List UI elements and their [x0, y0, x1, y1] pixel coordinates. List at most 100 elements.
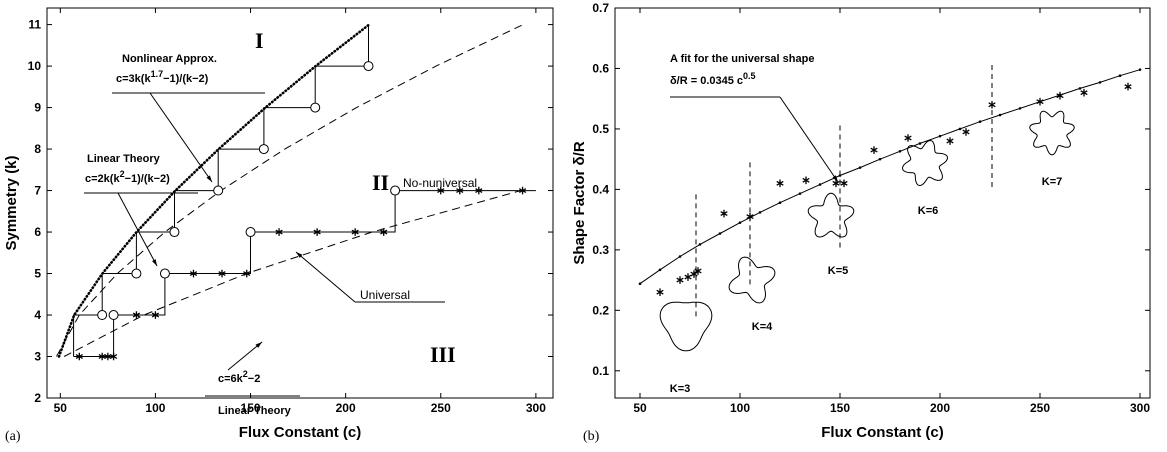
series-line — [639, 69, 1141, 285]
dot-marker — [678, 255, 682, 258]
x-axis-label: Flux Constant (c) — [821, 424, 944, 441]
x-tick-label: 150 — [241, 401, 261, 415]
dot-marker — [938, 134, 942, 138]
star-marker — [684, 273, 692, 281]
star-marker — [904, 134, 912, 142]
plot-frame — [46, 7, 554, 399]
y-axis-label: Symmetry (k) — [3, 155, 20, 250]
dot-marker — [958, 127, 962, 131]
x-tick-label: 100 — [145, 401, 165, 415]
annotation-part: −2 — [248, 373, 261, 385]
annotation: III — [430, 342, 456, 367]
arrow-head — [832, 175, 838, 182]
x-tick-label: 200 — [336, 401, 356, 415]
star-marker — [676, 276, 684, 284]
annotation: I — [255, 28, 264, 53]
arrow-head — [255, 342, 262, 348]
star-marker — [218, 269, 226, 278]
x-tick-label: 250 — [431, 401, 451, 415]
x-tick-label: 150 — [830, 401, 850, 415]
leader-line — [779, 96, 839, 183]
dot-marker — [798, 192, 802, 195]
annotation: No-nuniversal — [403, 176, 477, 190]
x-tick-label: 100 — [730, 401, 750, 415]
dot-marker — [838, 174, 842, 177]
shape-outline — [901, 139, 949, 187]
dot-marker — [898, 150, 902, 153]
series-line — [57, 23, 371, 358]
star-marker — [132, 311, 141, 319]
dot-marker — [718, 232, 722, 235]
dot-marker — [1138, 68, 1142, 71]
leader-line — [227, 341, 263, 371]
circle-marker — [131, 268, 142, 279]
star-marker — [456, 186, 464, 195]
dot-marker — [758, 211, 762, 214]
star-marker — [189, 269, 198, 278]
star-marker — [437, 186, 445, 195]
y-tick-label: 0.5 — [592, 122, 609, 136]
y-tick-label: 7 — [34, 184, 41, 198]
y-tick-label: 11 — [28, 18, 41, 32]
annotation: Universal — [360, 288, 410, 302]
plot-frame — [614, 7, 1151, 399]
star-marker — [109, 352, 118, 361]
star-marker — [275, 228, 283, 236]
y-tick-label: 4 — [34, 308, 41, 322]
annotation-part: 1.7 — [151, 69, 164, 79]
x-tick-label: 300 — [1130, 401, 1150, 415]
shape-outline — [1029, 110, 1075, 156]
dot-marker — [878, 157, 882, 161]
circle-marker — [213, 185, 224, 196]
shape-label: K=4 — [752, 321, 773, 333]
circle-marker — [108, 310, 119, 321]
annotation: Linear Theory — [87, 153, 161, 165]
x-tick-label: 50 — [633, 401, 647, 415]
star-marker — [475, 186, 483, 195]
y-tick-label: 0.1 — [592, 364, 609, 378]
star-marker — [870, 146, 878, 154]
y-tick-label: 6 — [34, 225, 41, 239]
circle-marker — [390, 185, 401, 196]
dot-marker — [1078, 87, 1082, 90]
circle-marker — [245, 227, 256, 238]
y-tick-label: 0.7 — [592, 1, 609, 15]
arrow-head — [206, 175, 212, 182]
y-tick-label: 2 — [34, 391, 41, 405]
star-marker — [832, 179, 840, 188]
dot-marker — [1118, 74, 1122, 78]
annotation: c=3k(k1.7−1)/(k−2) — [116, 69, 209, 85]
shape-label: K=6 — [918, 205, 939, 217]
shape-label: K=5 — [828, 265, 849, 277]
x-tick-label: 200 — [930, 401, 950, 415]
star-marker — [1124, 82, 1132, 91]
annotation-part: δ/R = 0.0345 c — [670, 75, 743, 87]
panel-label: (a) — [5, 429, 21, 444]
star-marker — [988, 100, 996, 109]
star-marker — [656, 288, 664, 296]
x-tick-label: 250 — [1030, 401, 1050, 415]
circle-marker — [363, 61, 374, 72]
x-tick-label: 50 — [54, 401, 68, 415]
circle-marker — [159, 268, 170, 279]
arrow-head — [152, 259, 157, 266]
x-tick-label: 300 — [526, 401, 546, 415]
shape-label: K=3 — [670, 383, 691, 395]
shape-outline — [659, 301, 713, 352]
star-marker — [746, 212, 754, 221]
y-tick-label: 5 — [34, 267, 41, 281]
annotation-part: 0.5 — [743, 71, 756, 81]
dot-marker — [918, 142, 922, 145]
annotation: c=2k(k2−1)/(k−2) — [85, 169, 170, 185]
leader-line — [117, 192, 158, 267]
y-tick-label: 9 — [34, 101, 41, 115]
star-marker — [802, 176, 810, 185]
annotation: Nonlinear Approx. — [122, 53, 217, 65]
star-marker — [380, 228, 388, 236]
dot-marker — [818, 183, 822, 186]
shape-outline — [807, 192, 855, 238]
star-marker — [962, 128, 970, 136]
annotation-part: −1)/(k−2) — [163, 73, 209, 85]
